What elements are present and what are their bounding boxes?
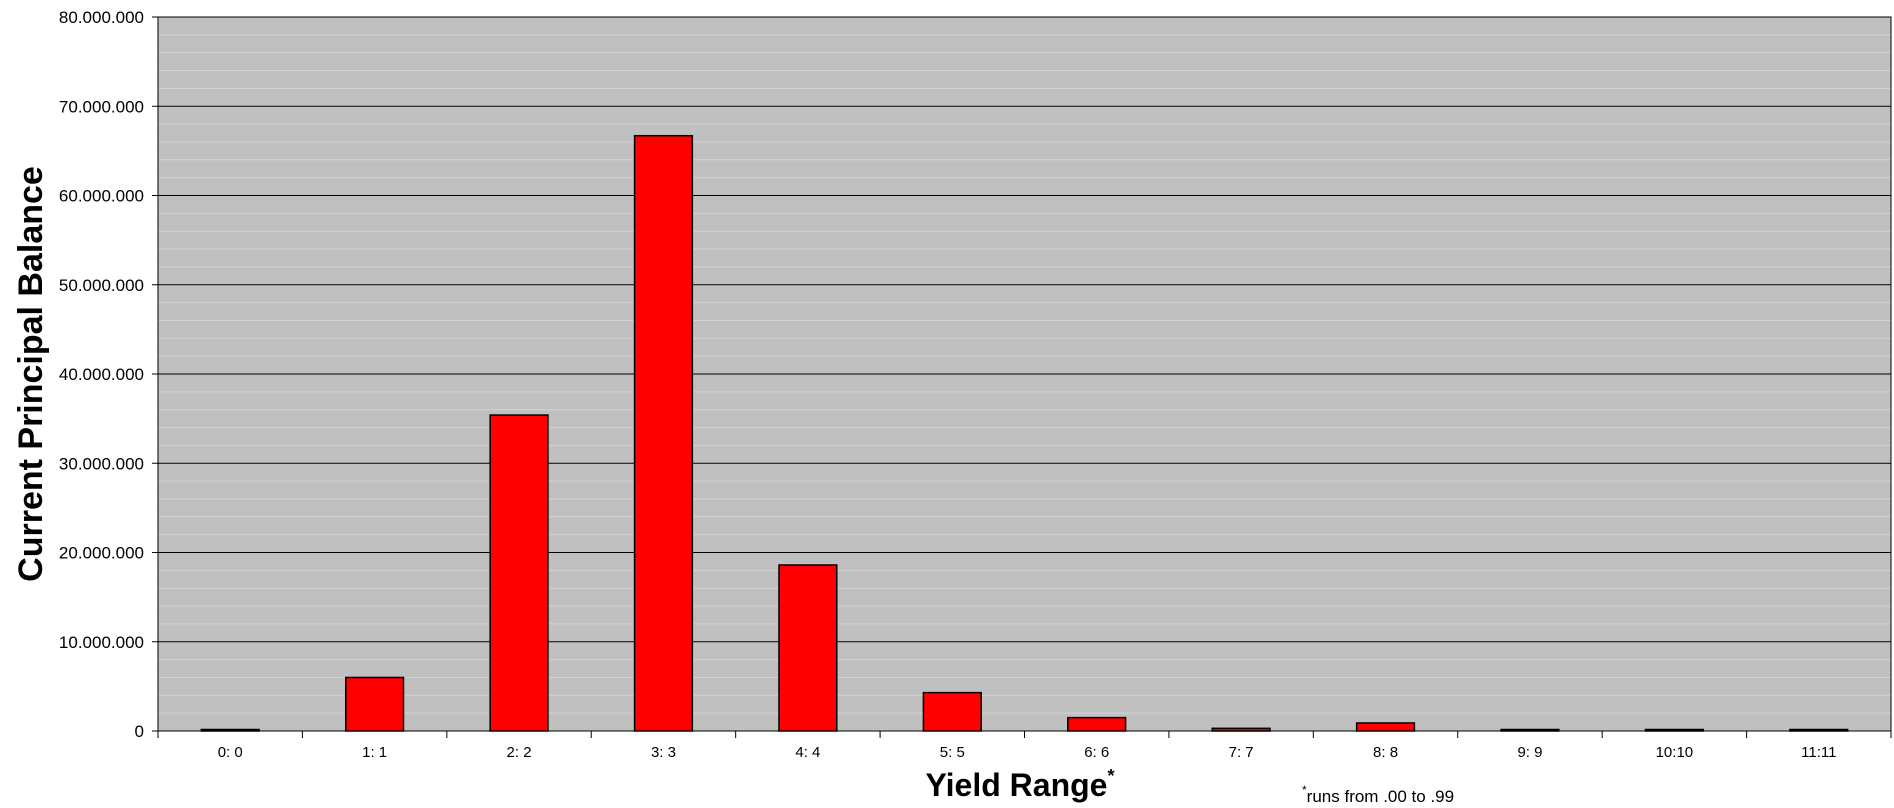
y-axis-title: Current Principal Balance — [12, 166, 50, 582]
x-axis-ticks: 0: 0 1: 1 2: 2 3: 3 4: 4 5: 5 6: 6 7: 7 8: 8 9: 9… — [157, 731, 1892, 761]
x-axis-title-text: Yield Range — [926, 767, 1108, 803]
footnote-text: runs from .00 to .99 — [1307, 787, 1454, 806]
y-tick-label: 0 — [135, 722, 144, 741]
x-tick-label: 6: 6 — [1084, 744, 1109, 761]
bar-2 — [489, 414, 549, 732]
x-tick-label: 10:10 — [1656, 744, 1694, 761]
x-tick-label: 2: 2 — [507, 744, 532, 761]
footnote: *runs from .00 to .99 — [1302, 783, 1454, 806]
x-tick-label: 1: 1 — [362, 744, 387, 761]
y-tick-label: 40.000.000 — [59, 365, 144, 384]
bar-8 — [1355, 722, 1416, 732]
plot-area — [157, 16, 1892, 732]
y-tick-label: 70.000.000 — [59, 97, 144, 116]
y-tick-label: 50.000.000 — [59, 276, 144, 295]
y-tick-label: 80.000.000 — [59, 8, 144, 27]
x-tick-label: 11:11 — [1801, 744, 1836, 761]
y-tick-label: 60.000.000 — [59, 187, 144, 206]
y-tick-label: 20.000.000 — [59, 544, 144, 563]
bar-3 — [633, 134, 694, 732]
bar-4 — [778, 564, 838, 732]
footnote-marker: * — [1302, 783, 1307, 797]
x-tick-label: 4: 4 — [795, 744, 820, 761]
bar-1 — [344, 676, 405, 732]
x-axis-title: Yield Range* — [926, 766, 1115, 803]
bar-series — [200, 134, 1849, 732]
x-tick-label: 3: 3 — [651, 744, 676, 761]
y-axis-ticks: 0 10.000.000 20.000.000 30.000.000 40.000.00… — [59, 8, 158, 741]
bar-5 — [922, 691, 982, 732]
y-tick-label: 30.000.000 — [59, 454, 144, 473]
x-tick-label: 9: 9 — [1517, 744, 1542, 761]
x-axis-title-marker: * — [1107, 766, 1114, 786]
x-tick-label: 0: 0 — [218, 744, 243, 761]
x-tick-label: 8: 8 — [1373, 744, 1398, 761]
y-tick-label: 10.000.000 — [59, 633, 144, 652]
x-tick-label: 7: 7 — [1229, 744, 1254, 761]
bar-6 — [1067, 716, 1127, 732]
x-tick-label: 5: 5 — [940, 744, 965, 761]
